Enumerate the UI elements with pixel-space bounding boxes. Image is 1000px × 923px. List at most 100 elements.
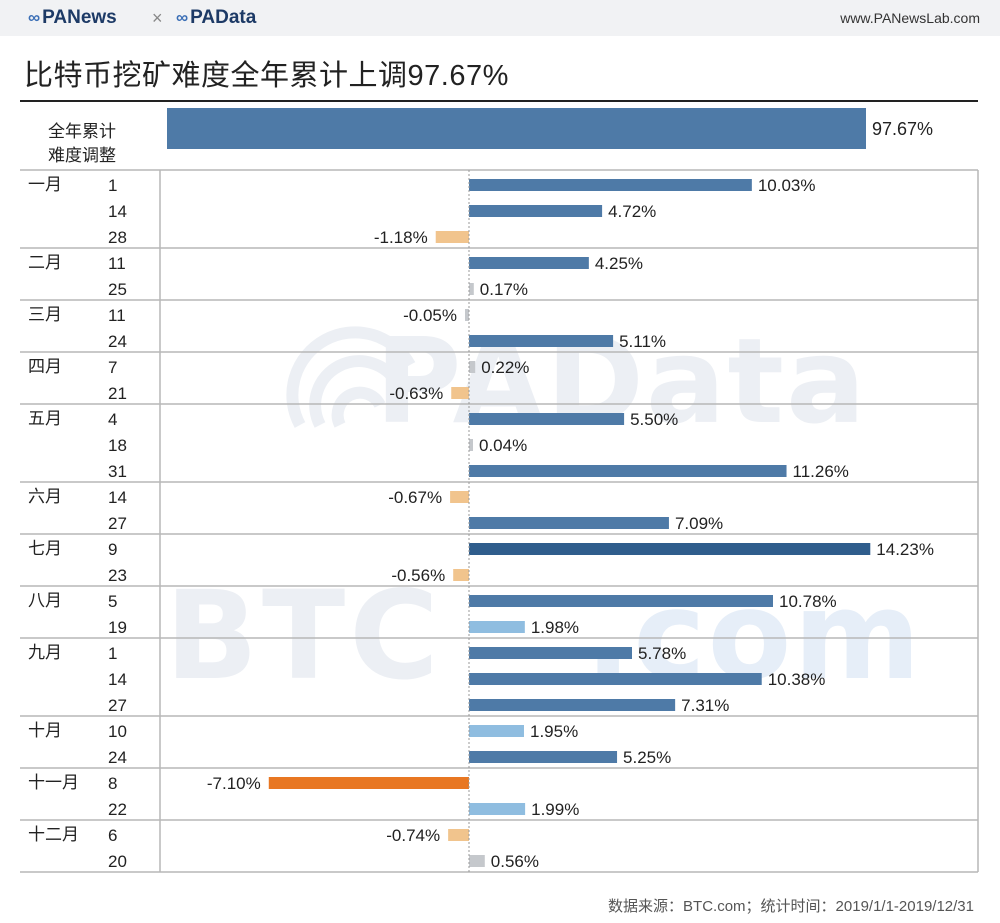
watermark-logo-icon [286,326,416,428]
bar [469,725,524,737]
month-label: 九月 [28,643,62,662]
source-note: 数据来源：BTC.com；统计时间：2019/1/1-2019/12/31 [608,898,974,915]
day-label: 5 [108,592,117,611]
total-label-line1: 全年累计 [48,122,116,141]
bar [469,751,618,763]
bar [469,673,762,685]
bar [465,309,469,321]
bar [469,699,676,711]
padata-logo-text: PAData [190,7,257,28]
data-label: 11.26% [793,462,849,481]
bar [469,517,669,529]
logo-separator: × [152,8,163,28]
bar [469,413,625,425]
data-label: -0.05% [403,306,457,325]
day-label: 24 [108,332,127,351]
data-label: 7.09% [675,514,723,533]
bar [469,335,614,347]
data-label: 10.38% [768,670,826,689]
padata-logo: ∞ PAData [176,7,256,29]
day-label: 9 [108,540,117,559]
data-label: 0.22% [481,358,529,377]
watermark-padata: PAData [375,312,868,450]
panews-logo-icon: ∞ [28,8,41,27]
bar [469,465,787,477]
data-label: -0.63% [389,384,443,403]
day-label: 27 [108,696,127,715]
day-label: 22 [108,800,127,819]
bar [469,647,632,659]
data-label: -7.10% [207,774,261,793]
bar [451,387,469,399]
bar [469,205,603,217]
month-label: 六月 [28,487,62,506]
day-label: 14 [108,488,127,507]
bar [469,283,474,295]
bar [469,621,525,633]
day-label: 19 [108,618,127,637]
padata-logo-icon: ∞ [176,8,189,27]
data-label: -1.18% [374,228,428,247]
day-label: 21 [108,384,127,403]
month-label: 七月 [28,539,62,558]
bar [469,855,485,867]
month-label: 二月 [28,253,62,272]
day-label: 31 [108,462,127,481]
bar [469,543,871,555]
data-label: 10.78% [779,592,837,611]
bar [469,439,473,451]
watermark-btc: BTC [165,565,443,707]
day-label: 8 [108,774,117,793]
total-value-label: 97.67% [872,119,934,139]
month-label: 五月 [28,409,62,428]
data-label: 4.25% [595,254,643,273]
bar [469,595,773,607]
day-label: 14 [108,670,127,689]
chart-title: 比特币挖矿难度全年累计上调97.67% [24,60,509,92]
month-label: 十一月 [28,773,79,792]
day-label: 11 [108,254,126,273]
data-label: -0.74% [386,826,440,845]
data-label: -0.67% [388,488,442,507]
data-label: 0.17% [480,280,528,299]
month-label: 八月 [28,591,62,610]
bar [435,231,469,243]
day-label: 24 [108,748,127,767]
data-label: 4.72% [608,202,656,221]
data-label: 5.50% [630,410,678,429]
day-label: 6 [108,826,117,845]
data-label: 1.99% [531,800,579,819]
data-label: 5.25% [623,748,671,767]
day-label: 18 [108,436,127,455]
bar [469,803,526,815]
day-label: 28 [108,228,127,247]
bar [268,777,469,789]
day-label: 7 [108,358,117,377]
site-url: www.PANewsLab.com [840,10,980,26]
day-label: 1 [108,644,117,663]
day-label: 10 [108,722,127,741]
day-label: 4 [108,410,117,429]
panews-logo-text: PANews [42,7,117,28]
bar [448,829,469,841]
bar [469,361,476,373]
header-bar: ∞ PANews × ∞ PAData www.PANewsLab.com [0,0,1000,36]
data-label: 0.04% [479,436,527,455]
day-label: 14 [108,202,127,221]
data-label: 10.03% [758,176,816,195]
total-bar [167,108,866,149]
data-label: 5.11% [619,332,666,351]
data-label: -0.56% [391,566,445,585]
title-divider [20,100,978,102]
bar [453,569,469,581]
data-label: 7.31% [681,696,729,715]
month-label: 十月 [28,721,62,740]
day-label: 23 [108,566,127,585]
month-label: 十二月 [28,825,79,844]
day-label: 1 [108,176,117,195]
day-label: 20 [108,852,127,871]
bar [469,179,752,191]
bar [450,491,469,503]
data-label: 5.78% [638,644,686,663]
